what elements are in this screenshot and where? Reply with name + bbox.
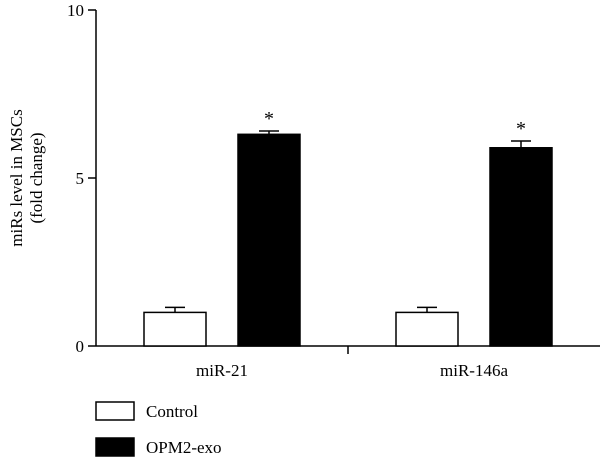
x-tick-label: miR-21 [196,361,248,380]
y-tick-label: 0 [76,337,85,356]
bar-control [143,311,207,347]
significance-mark: * [516,118,526,140]
y-tick-label: 10 [67,1,84,20]
significance-mark: * [264,108,274,130]
bar-opm2-exo [489,147,553,347]
bar-opm2-exo [237,133,301,347]
y-tick-label: 5 [76,169,85,188]
x-tick-label: miR-146a [440,361,508,380]
y-axis-title: miRs level in MSCs (fold change) [7,109,46,246]
y-axis-title-line-1: miRs level in MSCs [7,109,26,246]
legend-label: Control [146,402,198,421]
legend-swatch [95,437,135,457]
legend-swatch [95,401,135,421]
bars: * * [143,108,553,347]
legend-label: OPM2-exo [146,438,222,457]
legend: Control OPM2-exo [95,401,222,457]
bar-control [395,311,459,347]
y-axis-title-line-2: (fold change) [27,132,46,223]
